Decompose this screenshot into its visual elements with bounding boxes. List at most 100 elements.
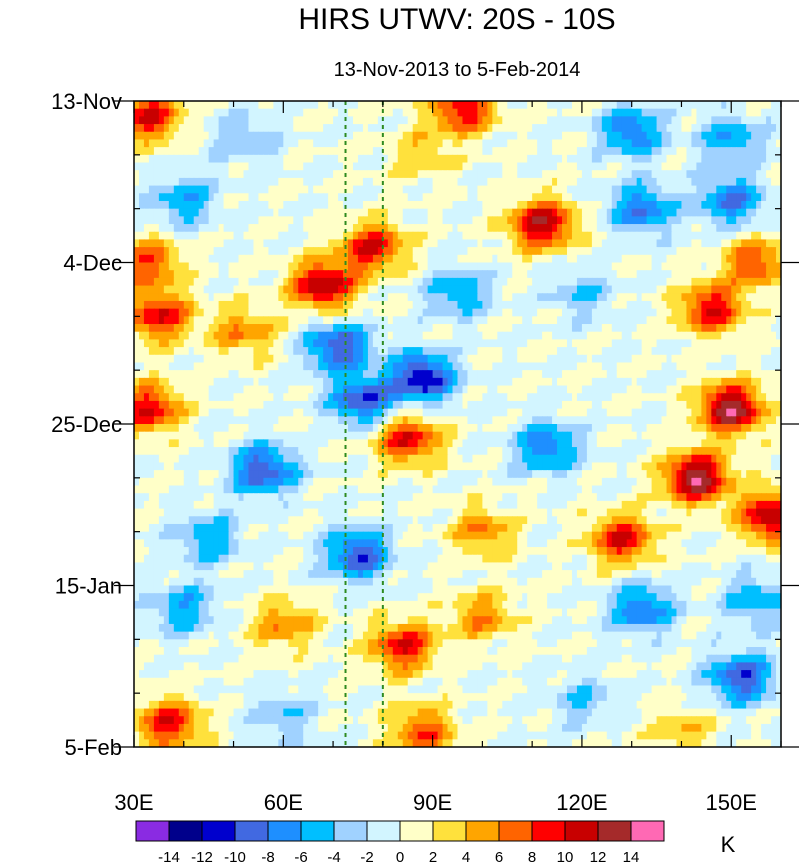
heatmap-cell [323, 385, 329, 394]
heatmap-cell [517, 239, 523, 248]
heatmap-cell [776, 293, 781, 302]
heatmap-cell [507, 339, 513, 348]
heatmap-cell [298, 316, 304, 325]
heatmap-cell [323, 193, 329, 202]
heatmap-cell [477, 108, 483, 117]
heatmap-cell [736, 277, 742, 287]
heatmap-cell [462, 170, 469, 179]
heatmap-cell [134, 324, 140, 333]
heatmap-cell [208, 170, 215, 179]
heatmap-cell [303, 154, 309, 164]
heatmap-cell [691, 347, 697, 356]
heatmap-cell [258, 324, 264, 333]
heatmap-cell [263, 131, 269, 141]
heatmap-cell [716, 324, 722, 333]
heatmap-cell [741, 116, 747, 125]
heatmap-cell [318, 354, 324, 364]
heatmap-cell [228, 231, 235, 241]
heatmap-cell [562, 147, 568, 156]
heatmap-cell [432, 247, 439, 256]
heatmap-cell [631, 347, 638, 356]
heatmap-cell [487, 239, 493, 248]
heatmap-cell [621, 331, 628, 340]
heatmap-cell [362, 131, 369, 141]
heatmap-cell [671, 285, 678, 294]
heatmap-cell [457, 277, 464, 287]
heatmap-cell [507, 308, 513, 317]
heatmap-cell [766, 131, 772, 141]
heatmap-cell [517, 316, 523, 325]
heatmap-cell [656, 200, 663, 210]
heatmap-cell [213, 108, 220, 117]
heatmap-cell [532, 193, 538, 202]
heatmap-cell [412, 285, 419, 294]
heatmap-cell [238, 162, 245, 171]
heatmap-cell [348, 116, 354, 125]
heatmap-cell [233, 200, 240, 210]
heatmap-cell [766, 193, 772, 202]
heatmap-cell [382, 185, 389, 194]
heatmap-cell [606, 270, 613, 279]
heatmap-cell [686, 124, 693, 133]
heatmap-cell [502, 262, 508, 271]
heatmap-cell [671, 362, 678, 371]
heatmap-cell [432, 231, 439, 241]
heatmap-cell [173, 116, 180, 125]
heatmap-cell [442, 262, 449, 271]
heatmap-cell [586, 216, 593, 225]
heatmap-cell [716, 139, 722, 148]
heatmap-cell [333, 324, 339, 333]
heatmap-cell [621, 285, 628, 294]
heatmap-cell [686, 362, 693, 371]
heatmap-cell [562, 285, 568, 294]
heatmap-cell [442, 208, 449, 217]
heatmap-cell [681, 200, 688, 210]
heatmap-cell [253, 370, 260, 379]
heatmap-cell [736, 324, 742, 333]
heatmap-cell [771, 316, 777, 325]
heatmap-cell [532, 300, 538, 310]
heatmap-cell [636, 208, 643, 217]
heatmap-cell [502, 170, 508, 179]
heatmap-cell [691, 208, 697, 217]
heatmap-cell [362, 324, 369, 333]
heatmap-cell [696, 200, 702, 210]
heatmap-cell [143, 147, 150, 156]
heatmap-cell [566, 170, 573, 179]
heatmap-cell [656, 170, 663, 179]
heatmap-cell [756, 347, 762, 356]
heatmap-cell [751, 224, 757, 233]
heatmap-cell [631, 177, 638, 187]
heatmap-cell [537, 185, 543, 194]
heatmap-cell [158, 316, 165, 325]
heatmap-cell [248, 247, 255, 256]
heatmap-cell [432, 254, 439, 264]
heatmap-cell [746, 224, 752, 233]
heatmap-cell [631, 101, 638, 110]
heatmap-cell [263, 154, 269, 164]
heatmap-cell [173, 277, 180, 287]
heatmap-cell [766, 331, 772, 340]
heatmap-cell [726, 377, 732, 387]
heatmap-cell [741, 254, 747, 264]
heatmap-cell [542, 108, 548, 117]
heatmap-cell [676, 193, 683, 202]
heatmap-cell [352, 101, 359, 110]
heatmap-cell [776, 208, 781, 217]
heatmap-cell [586, 347, 593, 356]
heatmap-cell [656, 177, 663, 187]
heatmap-cell [148, 316, 155, 325]
heatmap-cell [761, 331, 767, 340]
heatmap-cell [776, 247, 781, 256]
heatmap-cell [512, 277, 518, 287]
heatmap-cell [731, 216, 737, 225]
heatmap-cell [656, 139, 663, 148]
heatmap-cell [616, 354, 623, 364]
heatmap-cell [761, 124, 767, 133]
heatmap-cell [407, 377, 414, 387]
heatmap-cell [751, 185, 757, 194]
heatmap-cell [268, 216, 274, 225]
heatmap-cell [313, 139, 319, 148]
heatmap-cell [696, 331, 702, 340]
heatmap-cell [611, 362, 618, 371]
